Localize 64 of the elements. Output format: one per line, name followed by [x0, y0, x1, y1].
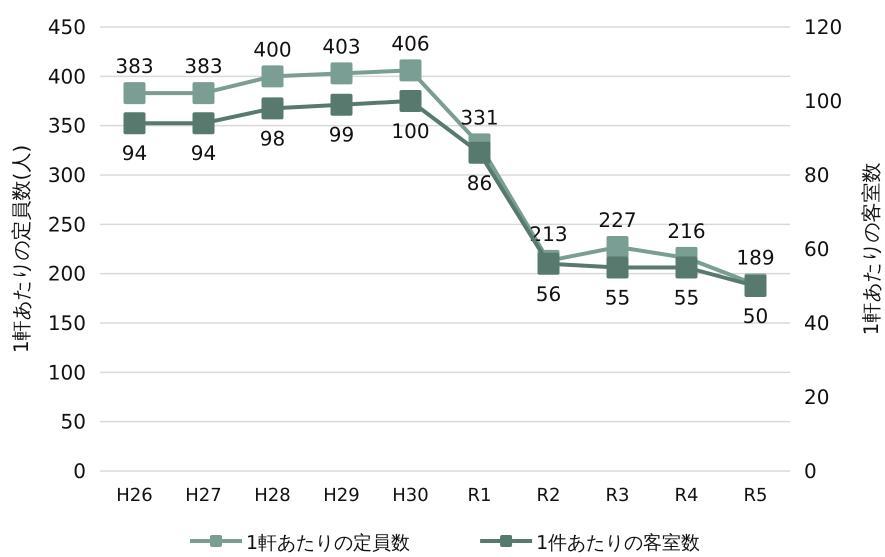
y2-axis-title: 1軒あたりの客室数: [859, 162, 883, 336]
x-tick-label: H26: [116, 485, 153, 506]
point: [330, 62, 352, 84]
y-tick-label: 100: [48, 360, 86, 384]
x-tick-label: R3: [606, 485, 630, 506]
data-label: 94: [122, 141, 148, 166]
y2-tick-label: 0: [804, 459, 817, 483]
data-label: 86: [466, 170, 492, 195]
point: [262, 65, 284, 88]
data-label: 383: [115, 54, 154, 78]
data-label: 94: [190, 141, 216, 166]
y2-tick-label: 20: [804, 385, 830, 409]
y-tick-label: 450: [48, 15, 86, 39]
x-tick-label: H29: [323, 485, 360, 506]
data-label: 98: [260, 126, 286, 150]
y-tick-label: 150: [48, 311, 86, 335]
point: [124, 82, 146, 104]
point: [606, 236, 628, 258]
x-tick-label: R5: [744, 485, 768, 506]
y-tick-label: 300: [48, 163, 86, 187]
y2-tick-label: 120: [804, 15, 842, 39]
y2-tick-label: 60: [804, 237, 830, 261]
data-label: 55: [604, 286, 630, 310]
point: [468, 142, 490, 164]
point: [400, 90, 422, 112]
y2-tick-label: 100: [804, 89, 842, 113]
point: [262, 97, 284, 120]
data-label: 406: [391, 31, 430, 56]
data-label: 403: [322, 34, 361, 58]
x-tick-label: R1: [468, 485, 492, 506]
y-tick-label: 0: [73, 459, 86, 483]
data-label: 55: [674, 286, 700, 310]
point: [606, 256, 628, 278]
data-label: 227: [598, 208, 637, 232]
data-label: 100: [391, 119, 430, 143]
legend-label: 1軒あたりの定員数: [246, 532, 410, 554]
point: [192, 112, 214, 134]
y-axis-title: 1軒あたりの定員数(人): [9, 144, 33, 354]
data-label: 400: [253, 37, 292, 62]
x-tick-label: R4: [674, 485, 698, 506]
point: [676, 256, 698, 278]
y2-tick-label: 80: [804, 163, 830, 187]
y-tick-label: 250: [48, 212, 86, 236]
y-tick-label: 350: [48, 114, 86, 138]
data-label: 99: [328, 122, 354, 147]
x-tick-label: R2: [536, 485, 560, 506]
data-label: 50: [742, 304, 768, 328]
y2-tick-label: 40: [804, 311, 830, 335]
x-tick-label: H30: [392, 485, 429, 506]
point: [400, 59, 422, 82]
data-label: 383: [184, 54, 223, 78]
legend-label: 1件あたりの客室数: [536, 532, 700, 554]
point: [330, 94, 352, 116]
data-label: 189: [736, 246, 775, 270]
data-label: 56: [536, 282, 562, 306]
point: [192, 82, 214, 104]
point: [124, 112, 146, 134]
data-label: 216: [667, 218, 706, 243]
y-tick-label: 400: [48, 64, 86, 88]
x-tick-label: H28: [254, 485, 291, 506]
y-tick-label: 50: [60, 410, 86, 434]
x-tick-label: H27: [185, 485, 222, 506]
data-label: 331: [460, 105, 499, 130]
y-tick-label: 200: [48, 262, 86, 286]
